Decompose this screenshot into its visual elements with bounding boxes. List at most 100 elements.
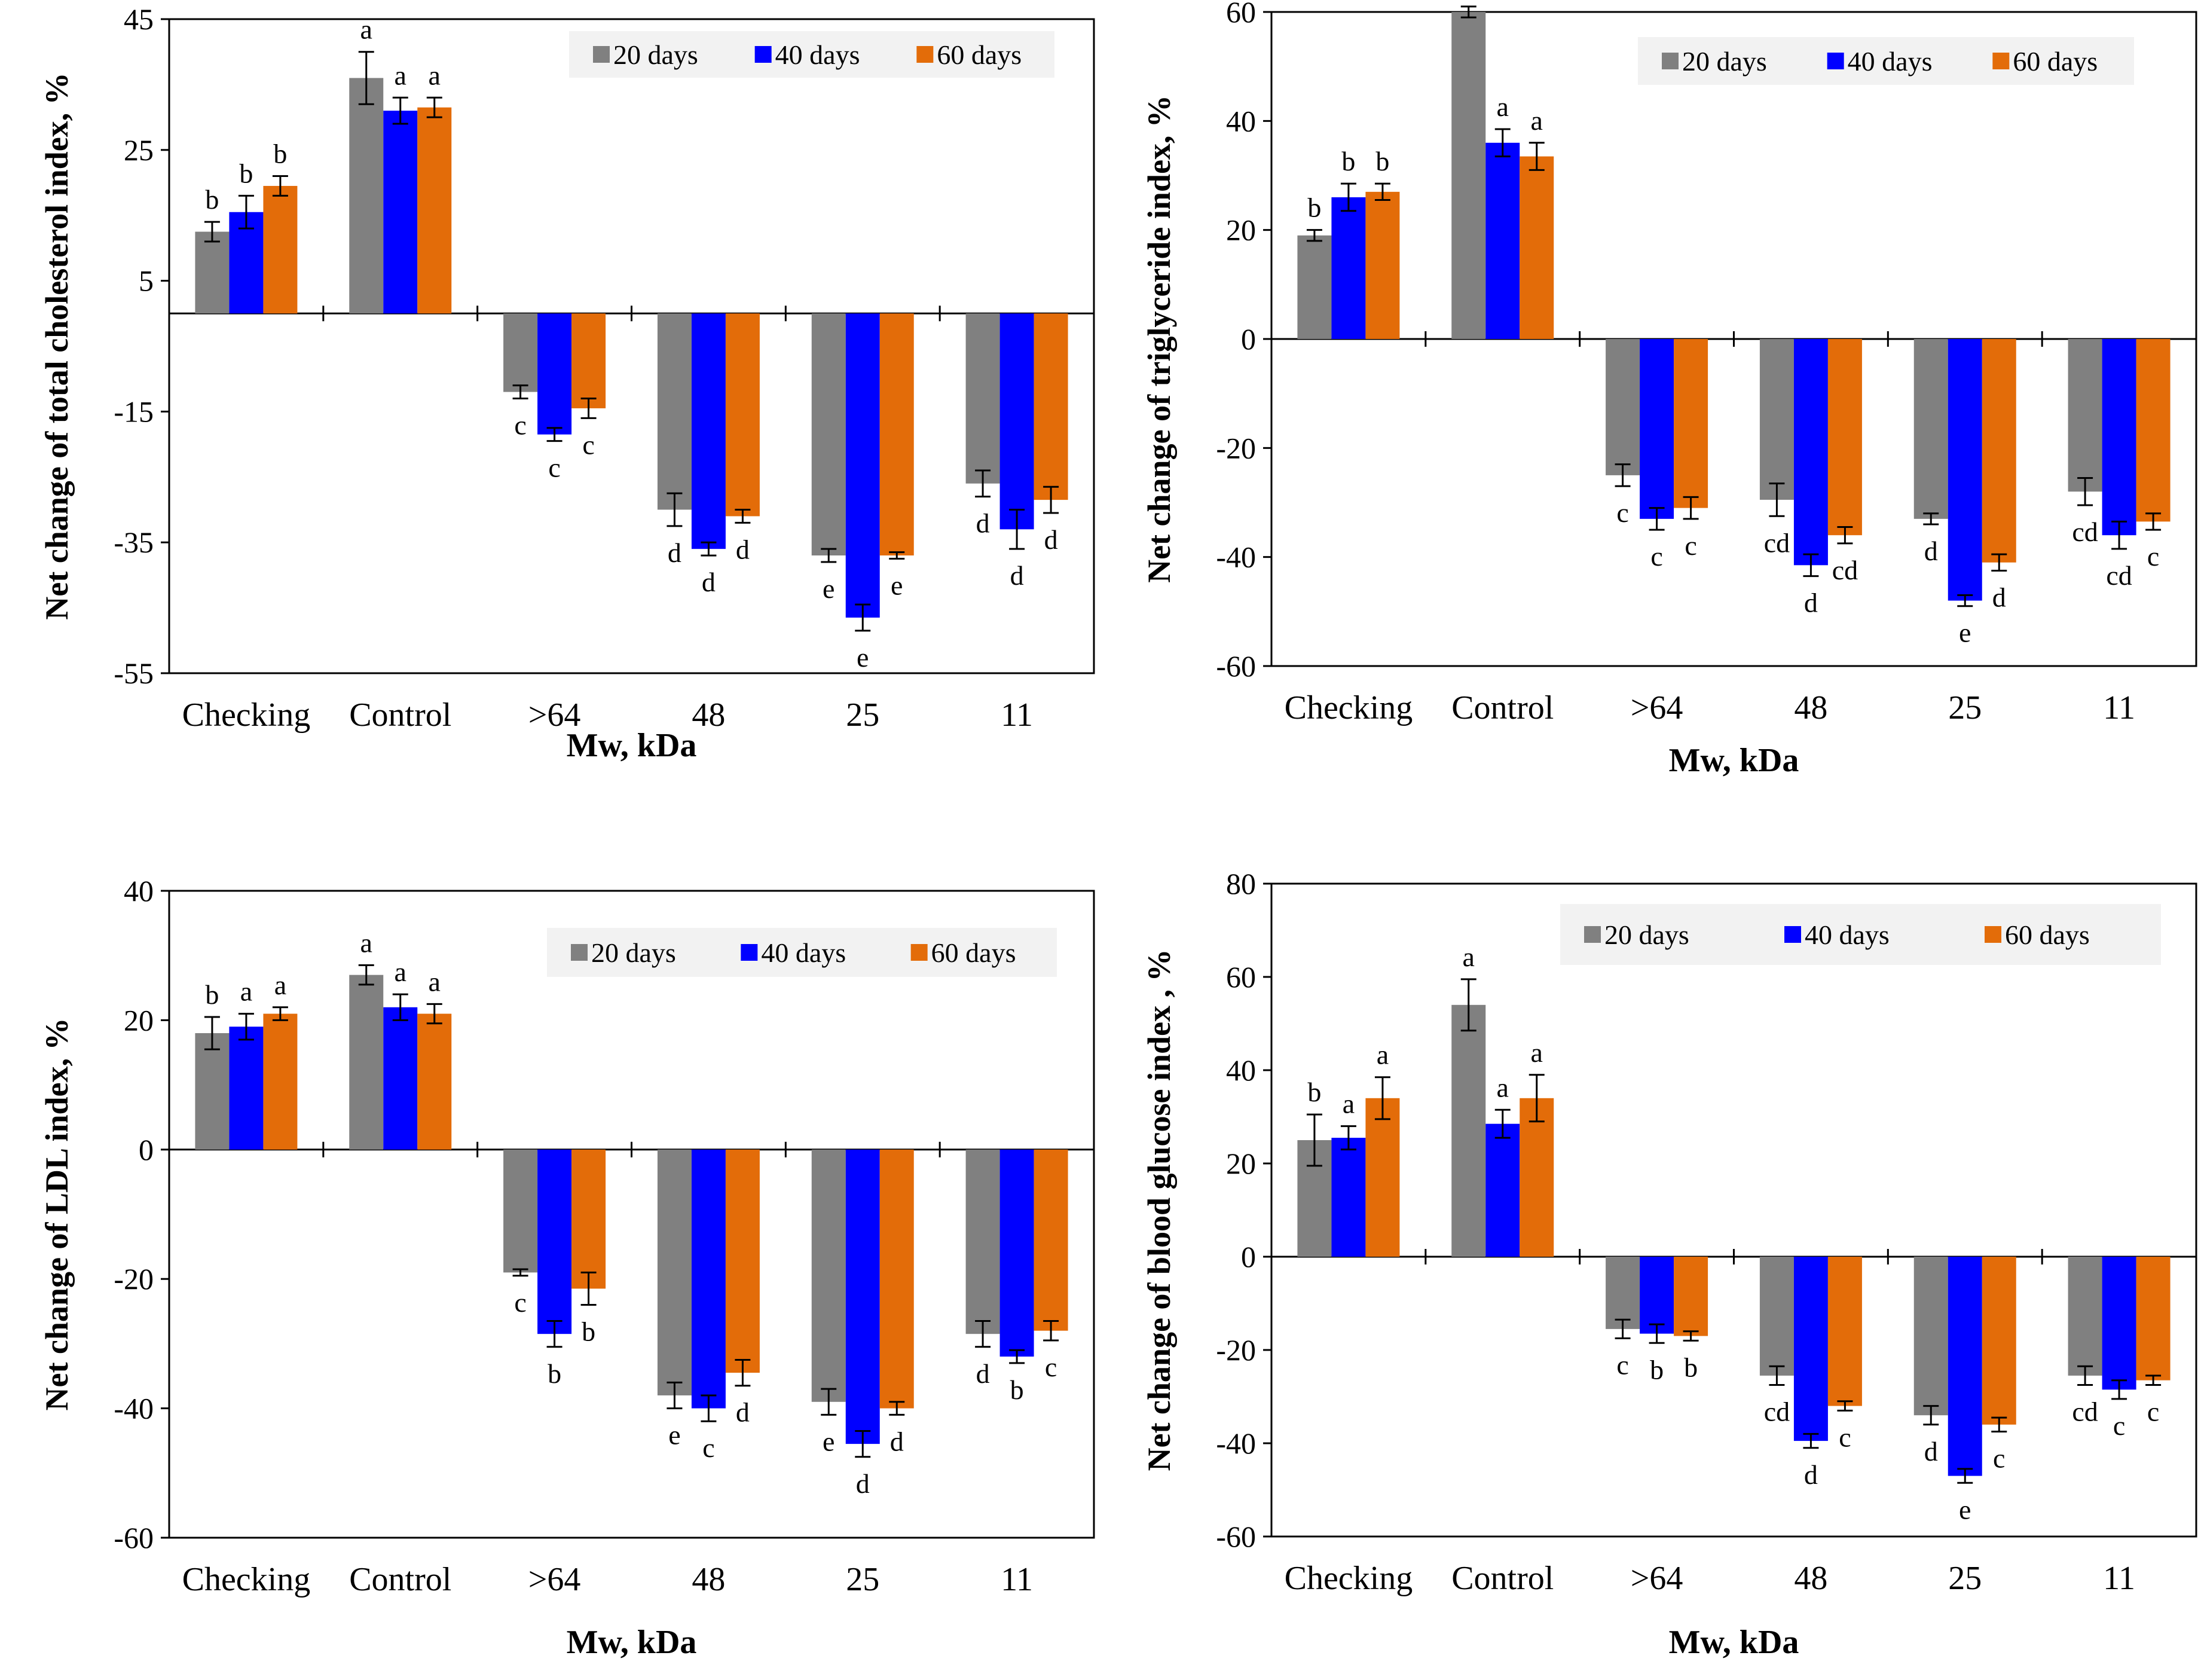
y-tick-label: 45 <box>124 2 154 36</box>
bar-20days-48 <box>657 1149 692 1395</box>
significance-letter: b <box>273 139 287 169</box>
bar-20days-48 <box>1759 339 1794 500</box>
bar-40days-Control <box>383 1007 418 1150</box>
category-label-25: 25 <box>1948 689 1982 726</box>
bar-40days-gt64 <box>537 313 572 435</box>
bar-40days-25 <box>1948 339 1982 601</box>
significance-letter: b <box>1684 1352 1698 1382</box>
bar-40days-Checking <box>229 1027 264 1150</box>
significance-letter: e <box>823 573 834 604</box>
significance-letter: b <box>582 1316 595 1346</box>
significance-letter: d <box>1804 588 1818 618</box>
bar-20days-Control <box>1451 1004 1486 1257</box>
significance-letter: b <box>1375 146 1389 176</box>
plot-frame <box>1270 882 2197 1538</box>
category-label-Control: Control <box>349 697 451 734</box>
legend-swatch-60days <box>1985 926 2001 943</box>
legend-box <box>1560 904 2161 965</box>
legend-label: 20 days <box>613 39 698 70</box>
y-tick-label: -35 <box>114 526 154 559</box>
y-tick-label: -15 <box>114 395 154 428</box>
significance-letter: e <box>823 1426 834 1456</box>
y-tick-label: 0 <box>1241 322 1256 356</box>
significance-letter: d <box>976 508 990 539</box>
significance-letter: b <box>1307 193 1321 223</box>
significance-letter: e <box>1959 1494 1971 1525</box>
bar-60days-Control <box>1520 1098 1554 1257</box>
y-tick-label: 0 <box>1241 1240 1256 1273</box>
significance-letter: b <box>1341 146 1355 176</box>
category-label-48: 48 <box>1794 1560 1827 1597</box>
significance-letter: b <box>1010 1374 1024 1405</box>
significance-letter: a <box>274 970 286 1000</box>
significance-letter: a <box>1497 91 1509 122</box>
bar-60days-25 <box>879 313 914 556</box>
significance-letter: c <box>1685 530 1696 561</box>
legend-label: 20 days <box>1604 920 1689 950</box>
category-label-11: 11 <box>2103 689 2135 726</box>
significance-letter: c <box>1650 541 1662 572</box>
significance-letter: c <box>1839 1422 1851 1452</box>
bar-60days-48 <box>725 1149 760 1373</box>
legend-label: 40 days <box>1848 46 1933 77</box>
significance-letter: c <box>1616 1350 1628 1380</box>
significance-letter: d <box>1044 524 1058 555</box>
chart-2: 6040200-20-40-60baccddcdbacdecdbaccddcCh… <box>1141 0 2197 779</box>
bar-20days-11 <box>2068 1257 2102 1376</box>
significance-letter: c <box>1993 1443 2005 1474</box>
significance-letter: b <box>205 979 219 1010</box>
category-label-25: 25 <box>846 1561 879 1598</box>
y-axis-title: Net change of blood glucose index , % <box>1141 949 1177 1471</box>
legend-label: 20 days <box>591 937 676 968</box>
y-tick-label: 60 <box>1226 0 1256 29</box>
bar-40days-25 <box>845 1149 880 1444</box>
bar-60days-11 <box>1034 1149 1068 1331</box>
significance-letter: b <box>548 1358 561 1389</box>
significance-letter: a <box>1377 1040 1389 1070</box>
significance-letter: a <box>360 14 372 45</box>
significance-letter: d <box>1992 582 2006 612</box>
category-label-Checking: Checking <box>182 1561 311 1598</box>
bar-60days-gt64 <box>571 313 606 408</box>
category-label-gt64: >64 <box>528 697 581 734</box>
bar-60days-Checking <box>263 1013 298 1150</box>
y-tick-label: 5 <box>139 264 154 298</box>
y-tick-label: -55 <box>114 656 154 690</box>
bar-60days-Control <box>417 1013 452 1150</box>
bar-40days-Control <box>1485 142 1520 340</box>
y-tick-label: 0 <box>139 1133 154 1166</box>
bar-20days-Checking <box>195 1033 230 1150</box>
significance-letter: a <box>1531 105 1543 136</box>
significance-letter: d <box>736 534 750 564</box>
bar-60days-Control <box>417 107 452 314</box>
bar-40days-48 <box>691 313 726 549</box>
significance-letter: d <box>1804 1459 1818 1490</box>
bar-40days-48 <box>1793 339 1828 566</box>
bar-60days-11 <box>2136 339 2171 522</box>
legend-box <box>547 928 1057 977</box>
category-label-gt64: >64 <box>1631 1560 1683 1597</box>
significance-letter: cd <box>2072 1397 2098 1427</box>
significance-letter: c <box>1045 1352 1057 1382</box>
legend-swatch-40days <box>741 944 758 961</box>
x-axis-title: Mw, kDa <box>567 1624 697 1661</box>
category-label-48: 48 <box>692 1561 725 1598</box>
y-tick-label: 60 <box>1226 960 1256 994</box>
y-tick-label: 20 <box>124 1003 154 1037</box>
legend-swatch-60days <box>910 944 928 961</box>
bar-40days-25 <box>845 313 880 618</box>
significance-letter: e <box>857 642 869 673</box>
bar-60days-gt64 <box>1674 1257 1708 1336</box>
significance-letter: d <box>890 1426 904 1456</box>
significance-letter: c <box>514 410 526 441</box>
category-label-Control: Control <box>1451 689 1554 726</box>
bar-60days-48 <box>1827 339 1862 536</box>
bar-60days-Control <box>1520 156 1554 339</box>
bar-60days-11 <box>2136 1257 2171 1380</box>
category-label-25: 25 <box>1948 1560 1982 1597</box>
y-tick-label: -60 <box>1216 1520 1256 1553</box>
significance-letter: b <box>1307 1077 1321 1107</box>
plot-frame <box>168 18 1095 674</box>
bar-40days-gt64 <box>537 1149 572 1334</box>
